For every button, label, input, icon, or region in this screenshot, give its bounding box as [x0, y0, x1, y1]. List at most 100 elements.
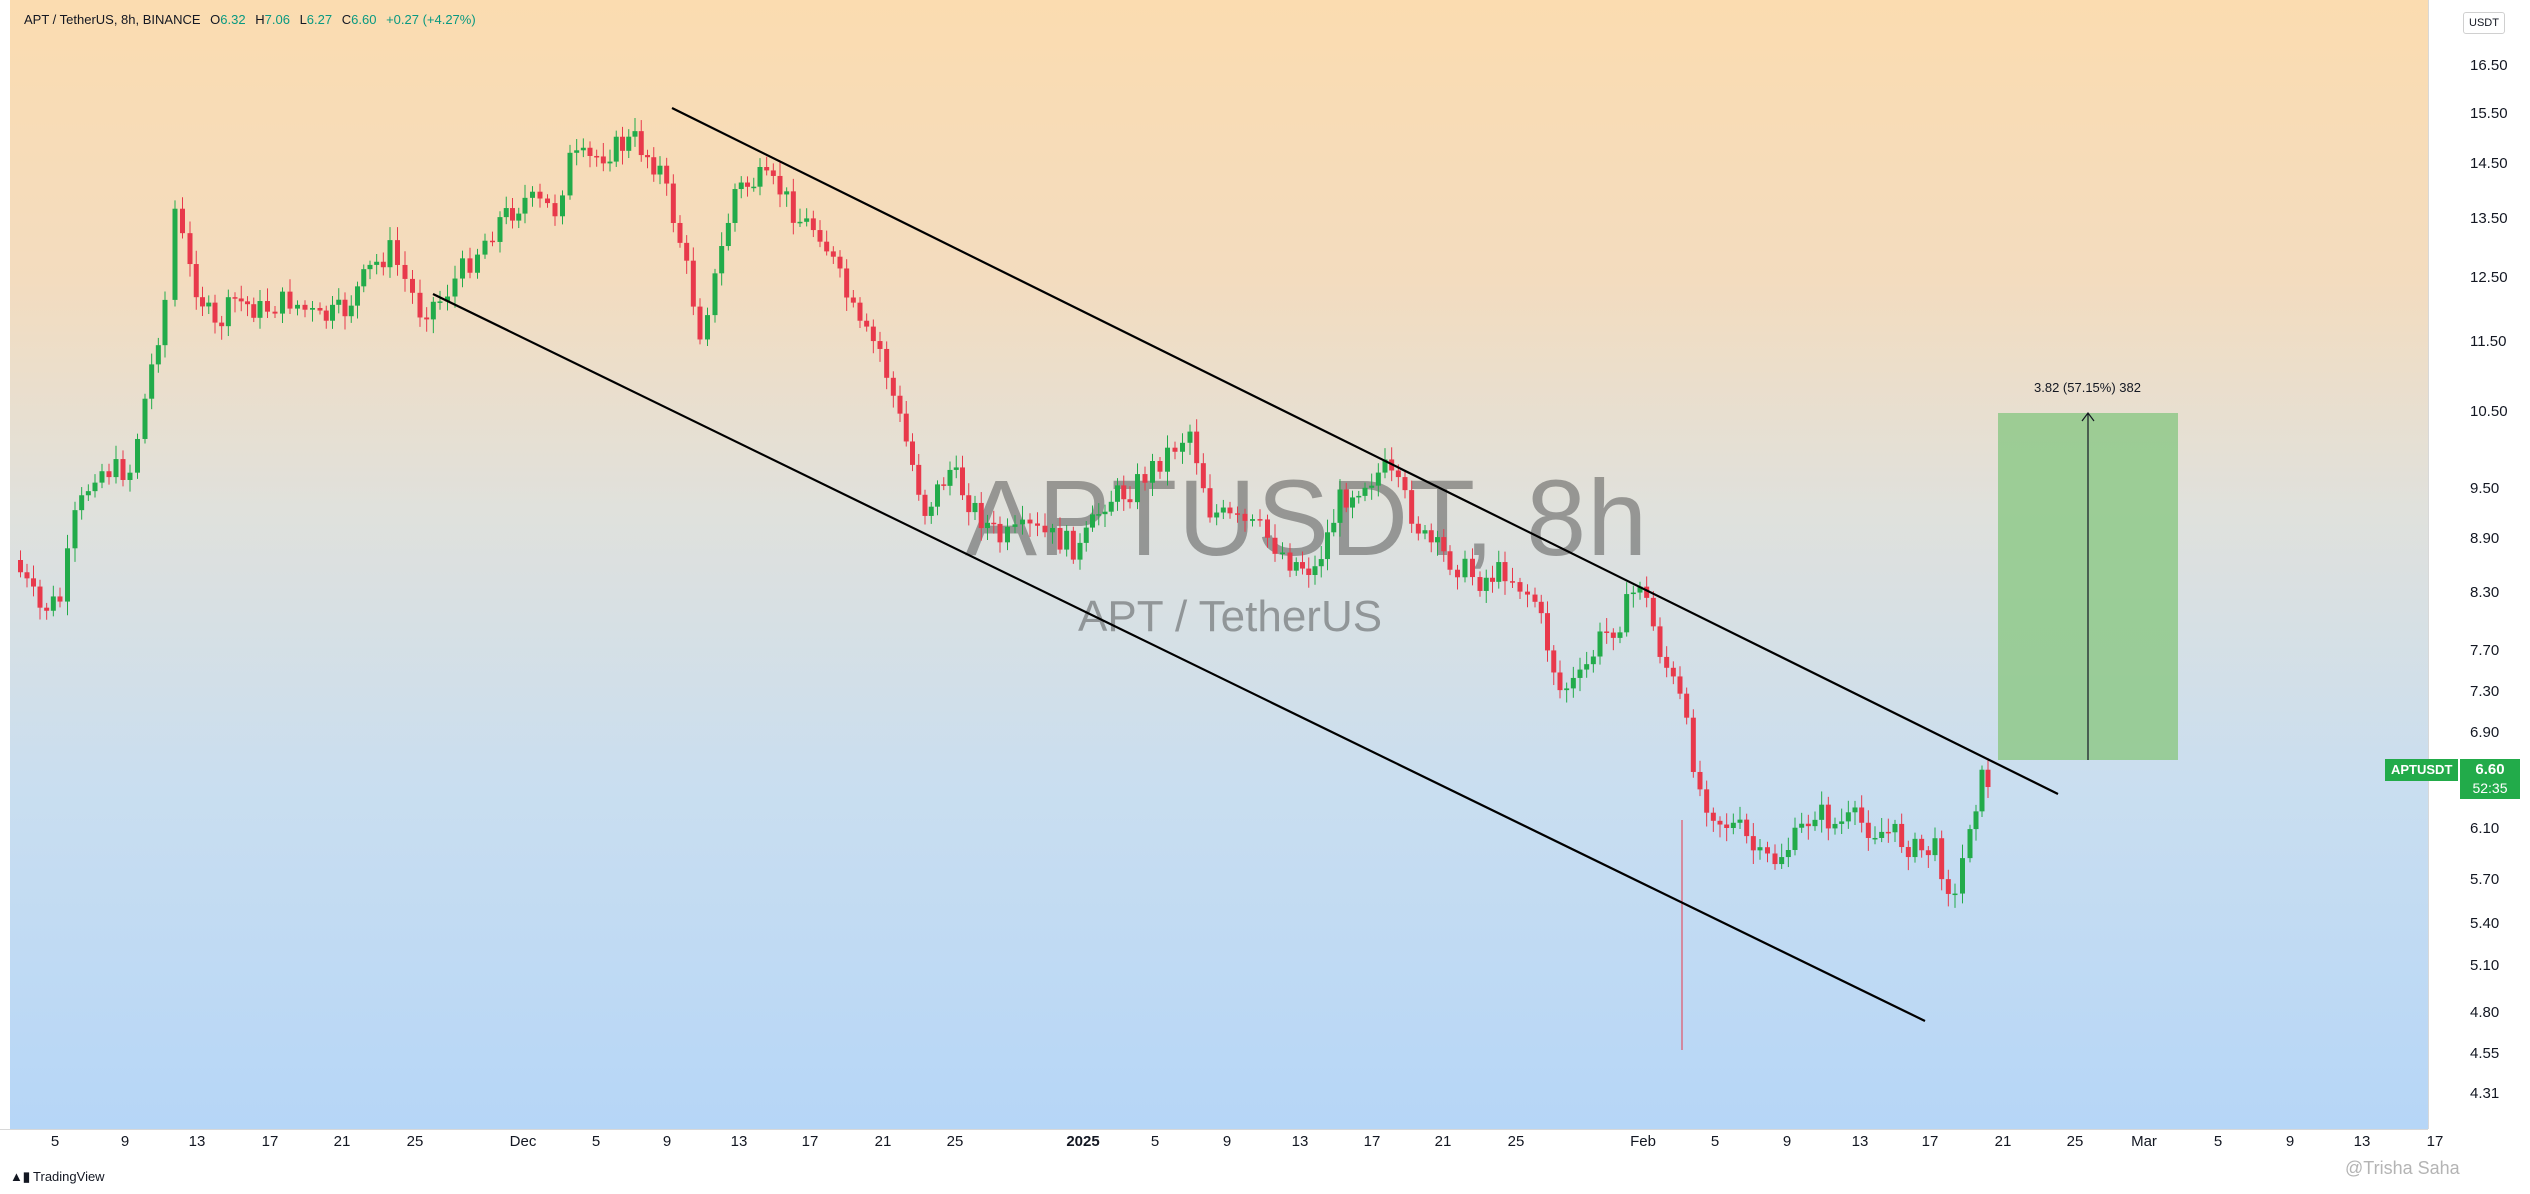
candle-body [1127, 499, 1133, 503]
candle-body [697, 306, 703, 340]
candle-body [1845, 812, 1851, 822]
candle-body [50, 596, 56, 611]
candle-body [1121, 485, 1127, 500]
candle-body [361, 269, 367, 287]
candle-body [757, 167, 763, 187]
candle-body [1331, 522, 1337, 533]
footer [0, 1163, 2530, 1194]
time-tick-label: 25 [2066, 1133, 2084, 1150]
candle-body [1020, 519, 1025, 525]
candle-body [1885, 831, 1891, 834]
candle-body [1564, 688, 1570, 691]
candle-body [510, 208, 515, 221]
candle-body [272, 311, 278, 314]
candle-body [1624, 594, 1630, 633]
candle-body [317, 307, 323, 311]
candle-body [232, 297, 238, 299]
symbol-description: APT / TetherUS, 8h, BINANCE [24, 12, 201, 27]
candle-body [1832, 823, 1838, 829]
time-tick-label: 5 [1150, 1133, 1160, 1150]
candle-body [903, 413, 909, 442]
candle-body [120, 459, 126, 480]
candle-body [1852, 807, 1858, 813]
candle-body [1750, 836, 1756, 851]
candle-body [997, 523, 1003, 543]
candle-body [1945, 879, 1951, 894]
candle-body [1690, 717, 1696, 772]
candle-body [1382, 459, 1388, 473]
candle-body [1027, 519, 1033, 524]
candle-body [1428, 530, 1434, 543]
candle-body [1194, 431, 1200, 464]
candle-body [916, 464, 922, 495]
candle-body [910, 441, 915, 465]
candle-body [1435, 537, 1440, 543]
time-tick-label: 9 [662, 1133, 672, 1150]
price-tick-label: 7.30 [2470, 683, 2500, 700]
last-price-value: 6.60 [2475, 761, 2505, 778]
candle-body [1919, 838, 1925, 851]
price-tick-label: 16.50 [2470, 57, 2508, 74]
candle-body [1710, 812, 1716, 821]
candle-body [1670, 667, 1676, 677]
candle-body [1570, 677, 1576, 689]
upper-trendline[interactable] [671, 107, 2059, 795]
candle-body [1409, 490, 1415, 524]
price-tick-label: 6.90 [2470, 724, 2500, 741]
candle-body [1362, 487, 1368, 496]
candle-body [1799, 823, 1805, 828]
candle-body [380, 261, 386, 268]
candle-body [1135, 474, 1140, 503]
price-tick-label: 15.50 [2470, 105, 2508, 122]
candle-body [1551, 650, 1557, 673]
candle-body [1462, 558, 1468, 578]
currency-button[interactable]: USDT [2463, 12, 2505, 34]
time-tick-label: 25 [1507, 1133, 1525, 1150]
candle-body [985, 522, 990, 529]
high-value: 7.06 [264, 12, 290, 27]
candle-body [690, 260, 696, 307]
candle-body [1664, 656, 1670, 668]
tradingview-logo[interactable]: ▲▮ TradingView [10, 1169, 105, 1185]
candle-body [632, 131, 638, 137]
candle-body [670, 183, 676, 223]
candle-body [1077, 542, 1083, 560]
candle-body [1447, 551, 1453, 570]
candle-body [1724, 824, 1730, 829]
candle-body [1293, 562, 1299, 571]
price-scale[interactable] [2428, 0, 2530, 1129]
price-tick-label: 4.31 [2470, 1085, 2500, 1102]
candle-body [503, 208, 509, 218]
candle-body [1483, 577, 1489, 591]
candle-body [817, 230, 823, 242]
candle-body [1250, 519, 1255, 521]
candle-body [1096, 514, 1102, 516]
time-tick-label: 13 [2353, 1133, 2371, 1150]
candle-body [850, 297, 856, 303]
price-tick-label: 10.50 [2470, 403, 2508, 420]
candle-body [1470, 558, 1475, 578]
candle-body [374, 261, 380, 265]
candle-body [424, 317, 430, 320]
price-tick-label: 7.70 [2470, 642, 2500, 659]
candle-body [1510, 581, 1515, 583]
candle-body [684, 242, 690, 261]
candle-body [1517, 582, 1523, 592]
price-tick-label: 4.55 [2470, 1045, 2500, 1062]
candle-body [953, 467, 959, 470]
candle-body [1704, 789, 1710, 813]
candle-body [1395, 470, 1401, 478]
time-scale[interactable] [0, 1129, 2428, 1164]
candle-body [410, 278, 415, 293]
candle-body [206, 302, 212, 307]
change-value: +0.27 (+4.27%) [386, 12, 476, 27]
candle-body [1577, 669, 1583, 678]
candle-body [764, 167, 770, 171]
candle-body [1557, 672, 1563, 691]
candle-body [638, 131, 644, 156]
candle-body [238, 298, 244, 302]
close-label: C [341, 12, 352, 27]
lower-trendline[interactable] [432, 293, 1926, 1022]
time-tick-label: 25 [406, 1133, 424, 1150]
candle-body [417, 292, 423, 318]
